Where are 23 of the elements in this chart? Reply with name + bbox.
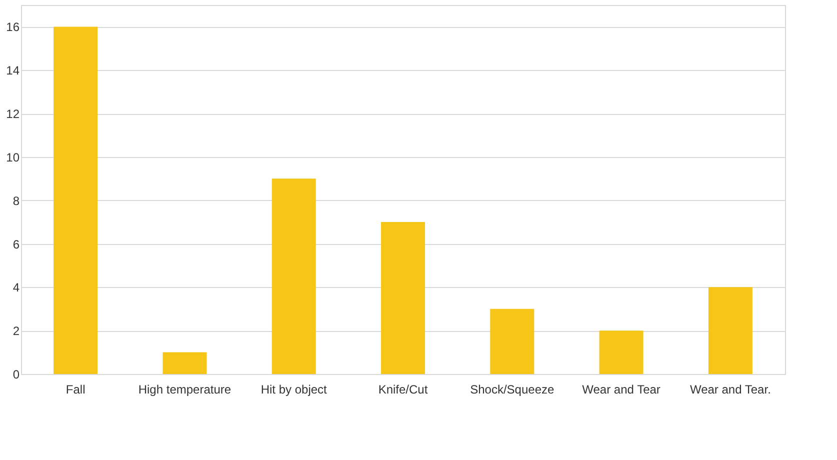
x-tick-label: Hit by object [260, 382, 328, 396]
bar [490, 308, 534, 374]
y-tick-label: 16 [6, 20, 20, 34]
y-tick-label: 2 [12, 324, 20, 338]
y-tick-label: 0 [12, 368, 20, 382]
bar [272, 178, 316, 374]
x-tick-label: Wear and Tear. [690, 382, 771, 396]
y-tick-label: 4 [12, 280, 20, 295]
y-tick-label: 6 [12, 237, 20, 252]
bar [54, 26, 98, 374]
y-tick-label: 14 [6, 64, 20, 78]
x-tick-label: Knife/Cut [378, 382, 428, 396]
bar [708, 287, 752, 374]
bar [599, 330, 644, 374]
x-tick-label: Shock/Squeeze [470, 382, 554, 396]
x-tick-label: Fall [66, 382, 86, 396]
x-tick-label: Wear and Tear [582, 382, 660, 396]
x-tick-label: High temperature [138, 382, 232, 396]
y-tick-label: 12 [6, 107, 20, 122]
bar [162, 352, 207, 374]
y-tick-label: 10 [6, 150, 20, 164]
bar [381, 222, 425, 374]
y-tick-label: 8 [12, 194, 20, 208]
